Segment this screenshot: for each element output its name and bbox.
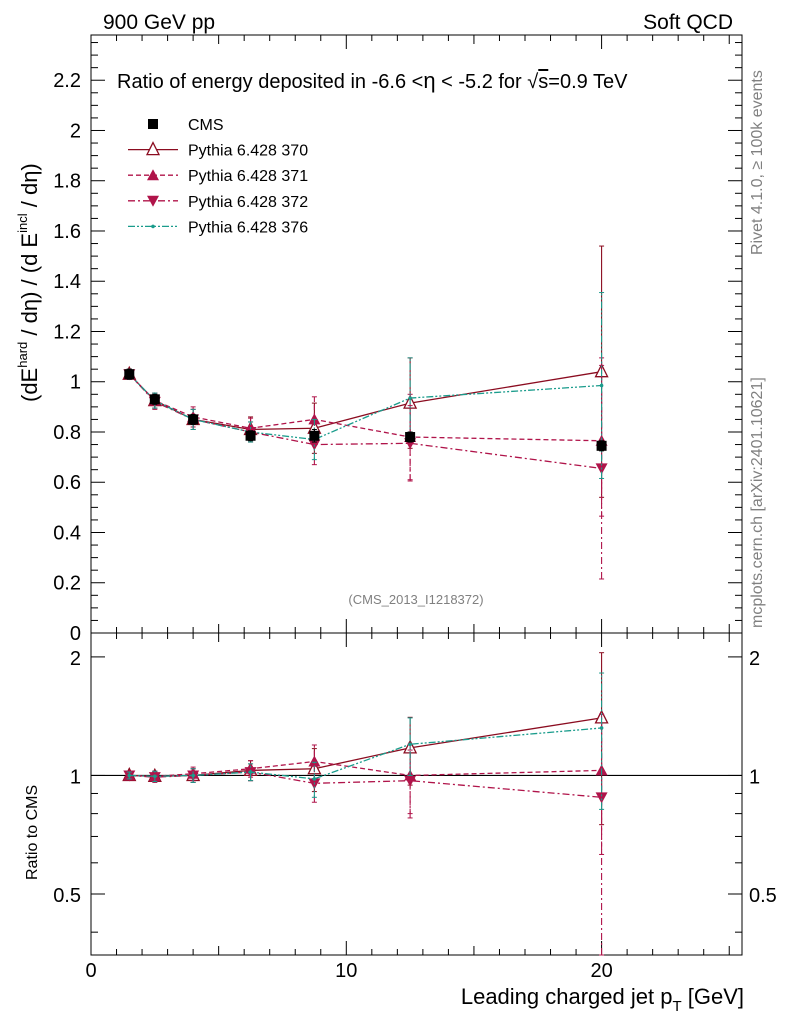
series-line	[129, 727, 602, 780]
x-label-text: Leading charged jet p	[461, 984, 673, 1009]
y-label-part2: / dη) / (d E	[17, 233, 42, 342]
y-label-sup2: incl	[15, 213, 30, 233]
series-main-cms	[124, 368, 607, 452]
title-s: s	[538, 71, 548, 93]
ratio-tick-label-right: 2	[749, 648, 760, 670]
series-ratio-pythia-6-428-370	[122, 652, 609, 826]
title-mid: < -5.2 for	[436, 71, 528, 93]
legend-item: Pythia 6.428 376	[128, 219, 308, 236]
y-tick-label: 1.2	[53, 321, 81, 343]
data-point	[599, 383, 604, 388]
x-tick-label: 0	[85, 960, 96, 982]
data-point	[191, 773, 195, 778]
legend-label: Pythia 6.428 371	[188, 168, 308, 185]
data-point	[188, 414, 199, 425]
series-main-pythia-6-428-376	[126, 292, 605, 479]
y-axis-label: (dEhard / dη) / (d Eincl / dη)	[15, 163, 42, 402]
data-point	[599, 726, 604, 730]
legend-label: Pythia 6.428 376	[188, 219, 308, 236]
header-right: Soft QCD	[643, 11, 733, 34]
data-point	[149, 394, 160, 405]
data-point	[596, 440, 607, 451]
data-point	[408, 396, 412, 400]
x-label-sub: T	[672, 998, 681, 1015]
x-label-unit: [GeV]	[682, 984, 744, 1009]
series-line	[128, 373, 602, 441]
ratio-y-axis-label: Ratio to CMS	[24, 785, 41, 880]
series-main-pythia-6-428-371	[123, 364, 608, 517]
ratio-tick-label-left: 1	[70, 766, 81, 788]
data-point	[248, 770, 253, 774]
legend-marker	[147, 169, 159, 181]
mcplots-label: mcplots.cern.ch [arXiv:2401.10621]	[749, 377, 766, 628]
y-label-sup1: hard	[15, 342, 30, 368]
header-left: 900 GeV pp	[103, 11, 215, 34]
ratio-tick-label-right: 1	[749, 766, 760, 788]
legend-label: Pythia 6.428 372	[188, 194, 308, 211]
data-point	[309, 430, 320, 441]
y-tick-label: 1.8	[53, 171, 81, 193]
ratio-tick-label-left: 2	[70, 648, 81, 670]
data-point	[308, 755, 321, 767]
series-line	[128, 373, 602, 442]
y-tick-label: 0.8	[53, 422, 81, 444]
x-tick-label: 10	[335, 960, 357, 982]
data-point	[127, 773, 132, 778]
rivet-label: Rivet 4.1.0, ≥ 100k events	[749, 70, 766, 255]
chart-title: Ratio of energy deposited in -6.6 <η < -…	[117, 68, 628, 93]
title-prefix: Ratio of energy deposited in -6.6 <	[117, 71, 423, 93]
legend-marker	[147, 195, 159, 207]
legend-marker	[145, 141, 161, 156]
series-ratio-pythia-6-428-376	[126, 672, 605, 810]
y-label-part3: / dη)	[17, 163, 42, 213]
series-line	[129, 717, 602, 777]
ratio-panel-frame	[90, 632, 743, 956]
data-point	[245, 430, 256, 441]
y-tick-label: 0.4	[53, 522, 81, 544]
data-point	[153, 774, 157, 779]
legend-label: Pythia 6.428 370	[188, 143, 308, 160]
data-point	[404, 775, 417, 787]
data-point	[312, 777, 317, 781]
data-point	[408, 742, 412, 747]
legend-marker	[148, 119, 158, 129]
y-tick-label: 0.6	[53, 472, 81, 494]
legend-item: Pythia 6.428 371	[128, 168, 308, 185]
legend-item: Pythia 6.428 372	[128, 194, 308, 211]
data-point	[595, 792, 608, 804]
legend-marker	[151, 224, 155, 229]
y-tick-label: 0.2	[53, 573, 81, 595]
legend-item: Pythia 6.428 370	[128, 141, 308, 160]
data-point	[124, 369, 135, 380]
series-ratio-pythia-6-428-371	[123, 713, 608, 855]
x-tick-label: 20	[590, 960, 612, 982]
title-sqrt: √	[527, 71, 538, 93]
legend-item: CMS	[148, 117, 224, 134]
ratio-tick-label-right: 0.5	[749, 885, 777, 907]
y-tick-label: 2.2	[53, 70, 81, 92]
y-tick-label: 2	[70, 120, 81, 142]
legend-label: CMS	[188, 117, 224, 134]
series-ratio-pythia-6-428-372	[123, 713, 608, 956]
title-suffix: =0.9 TeV	[548, 71, 628, 93]
y-tick-label: 1.6	[53, 221, 81, 243]
analysis-watermark: (CMS_2013_I1218372)	[348, 592, 483, 607]
series-main-pythia-6-428-372	[123, 357, 608, 580]
y-tick-label: 0	[70, 623, 81, 645]
y-label-part1: (dE	[17, 368, 42, 402]
x-axis-label: Leading charged jet pT [GeV]	[461, 984, 744, 1015]
data-point	[405, 432, 416, 443]
series-line	[129, 760, 602, 777]
y-tick-label: 1	[70, 372, 81, 394]
y-tick-label: 1.4	[53, 271, 81, 293]
ratio-tick-label-left: 0.5	[53, 885, 81, 907]
title-eta: η	[423, 68, 435, 93]
